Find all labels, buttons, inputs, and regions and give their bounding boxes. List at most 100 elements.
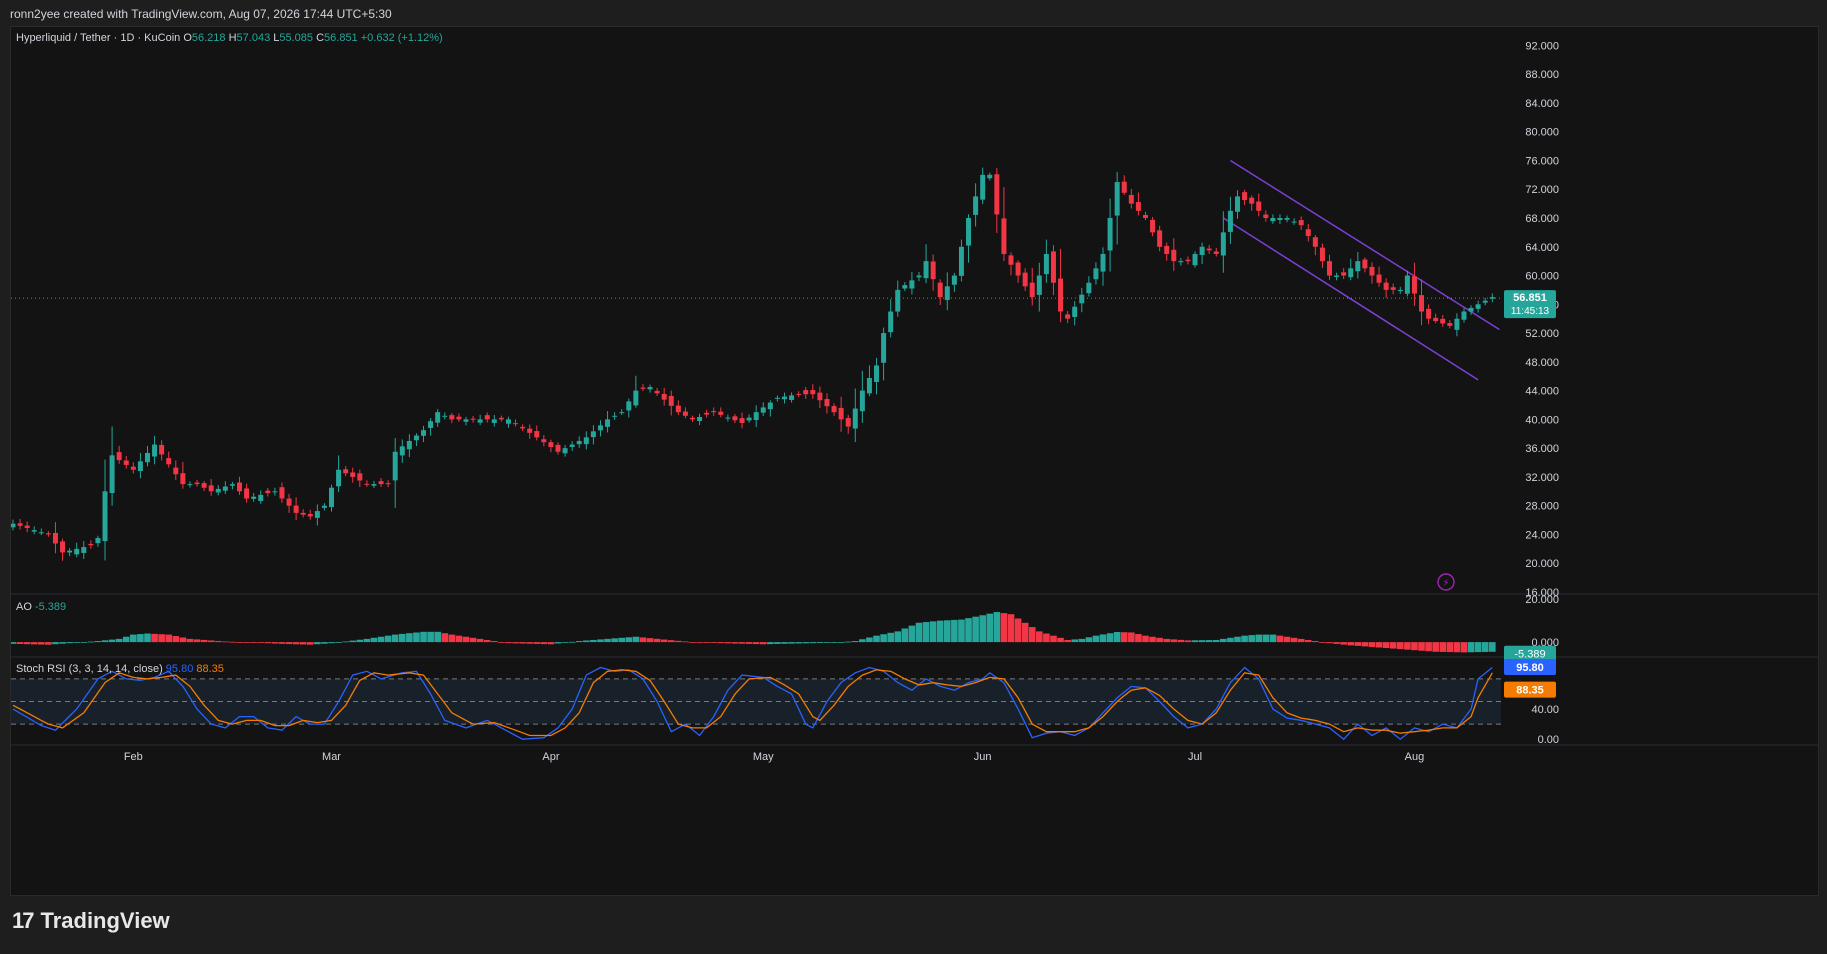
background-layer	[11, 593, 1818, 746]
ohlc-value-o: 56.218	[192, 32, 229, 44]
candle	[336, 455, 342, 492]
price-tick-label: 68.000	[1525, 213, 1559, 225]
candle	[152, 436, 158, 465]
candle-body	[796, 393, 802, 395]
candle-body	[329, 487, 335, 508]
ao-bar	[597, 639, 604, 643]
ao-bar	[618, 637, 626, 643]
candle-body	[272, 491, 278, 493]
candle	[38, 528, 44, 536]
candle-body	[173, 467, 179, 475]
candle	[116, 445, 122, 464]
ao-bar	[1411, 642, 1418, 651]
candle-body	[895, 289, 901, 312]
ao-bar	[427, 631, 434, 643]
ao-bar	[1389, 642, 1397, 649]
ao-bar	[512, 642, 519, 644]
ao-bar	[1177, 639, 1185, 643]
candle-body	[852, 408, 858, 429]
candle-body	[689, 417, 695, 420]
ao-bar	[1234, 636, 1241, 643]
candle-body	[987, 174, 993, 179]
candle-body	[1093, 268, 1099, 280]
candle-body	[817, 392, 823, 401]
candle-body	[286, 498, 292, 506]
candle-body	[17, 523, 23, 526]
candle-body	[1256, 201, 1262, 211]
ao-bar	[314, 642, 321, 645]
ao-bar	[703, 642, 710, 643]
candle-body	[1348, 268, 1354, 278]
ao-bar	[1142, 635, 1149, 643]
ao-bar	[1227, 637, 1234, 643]
chart-canvas[interactable]: 92.000 88.000 84.000 80.000 76.000 72.000 68.0…	[11, 27, 1818, 895]
candle-body	[1468, 307, 1474, 312]
ao-bar	[1319, 642, 1326, 643]
candle-body	[732, 416, 738, 421]
candle	[442, 412, 448, 420]
chart-container[interactable]: 92.000 88.000 84.000 80.000 76.000 72.000 68.0…	[10, 26, 1819, 896]
ao-bar	[66, 642, 73, 644]
candle	[859, 370, 865, 423]
ao-bar	[908, 625, 916, 643]
candle-body	[1249, 197, 1255, 204]
candle-body	[456, 416, 462, 420]
time-tick-label: Mar	[322, 751, 341, 763]
candle-body	[718, 411, 724, 415]
ao-bar	[1347, 642, 1355, 646]
ao-bar	[1474, 642, 1482, 653]
ao-bar	[1064, 639, 1071, 643]
ohlc-value-c: 56.851	[324, 32, 361, 44]
ao-bar	[675, 640, 682, 643]
candle-body	[1015, 262, 1021, 276]
candle	[520, 424, 526, 432]
ao-bar	[384, 635, 392, 643]
candle-body	[293, 505, 299, 513]
ohlc-change: +0.632 (+1.12%)	[361, 32, 443, 44]
candle-body	[1426, 308, 1432, 319]
ao-bar	[38, 642, 45, 645]
candle	[803, 386, 809, 399]
ao-bar	[738, 642, 746, 644]
candle	[951, 272, 957, 292]
stoch-d-badge	[1504, 681, 1556, 698]
ao-bar	[568, 641, 576, 643]
price-tick-label: 92.000	[1525, 40, 1559, 52]
candle	[1135, 192, 1141, 216]
candle-body	[1489, 297, 1495, 299]
ao-bar	[398, 633, 406, 643]
candle	[866, 365, 872, 397]
candle-body	[258, 494, 264, 502]
candle	[930, 254, 936, 291]
candle-body	[1327, 261, 1333, 276]
candle-body	[60, 541, 66, 553]
candle	[1093, 262, 1099, 285]
stoch-k-badge	[1504, 658, 1556, 675]
candle	[279, 482, 285, 503]
candle-body	[314, 511, 320, 518]
time-tick-label: Aug	[1405, 751, 1425, 763]
ao-bar	[1304, 639, 1312, 643]
ao-bar	[144, 633, 151, 643]
ao-bar	[413, 632, 420, 643]
time-axis: Feb Mar Apr May Jun Jul Aug	[124, 751, 1424, 763]
candle-body	[1157, 230, 1163, 247]
candle	[463, 416, 469, 426]
ao-bar	[1375, 642, 1383, 648]
candle-body	[406, 440, 412, 450]
ohlc-key-h: H	[229, 32, 237, 44]
candle-body	[265, 490, 271, 494]
candle	[746, 414, 752, 423]
alert-icon[interactable]: ⚡	[1437, 573, 1455, 591]
ao-bar	[342, 641, 349, 643]
candle	[88, 540, 94, 549]
candle	[937, 279, 943, 306]
ao-bar	[788, 642, 795, 644]
ao-bar	[101, 640, 109, 643]
candle	[1390, 283, 1396, 295]
candle-body	[966, 218, 972, 246]
candle-body	[1029, 282, 1035, 298]
ao-bar	[646, 638, 654, 643]
ao-bar	[1283, 636, 1291, 643]
candle-body	[527, 428, 533, 433]
